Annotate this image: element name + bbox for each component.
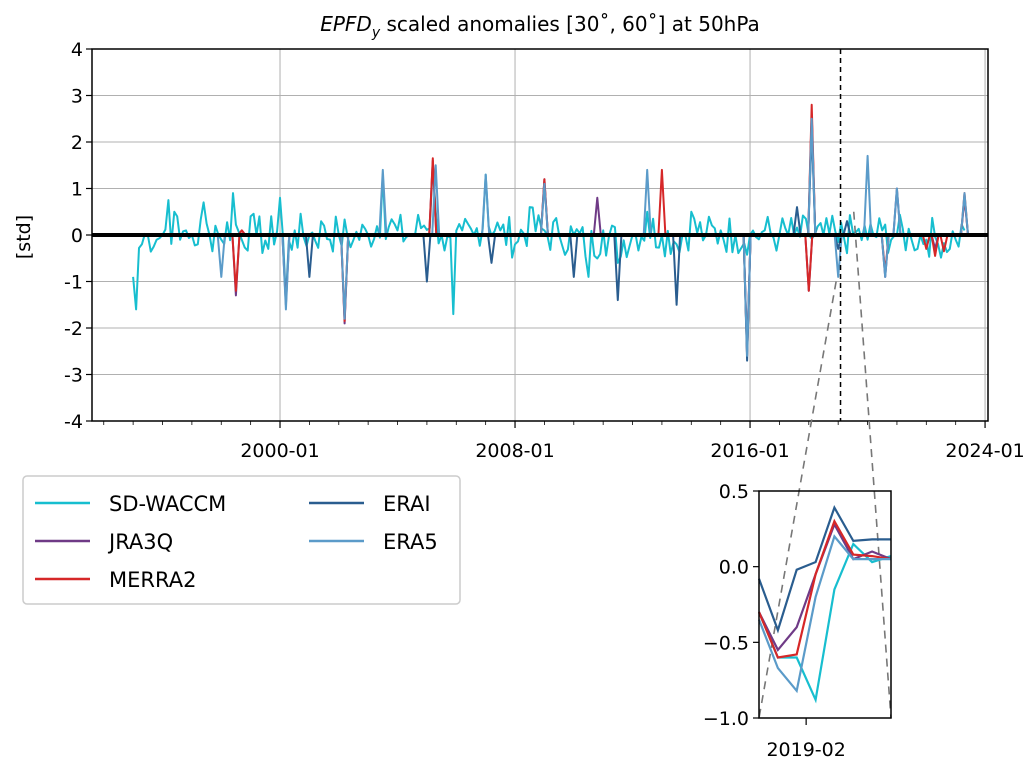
zoom-connector-right — [852, 211, 892, 719]
legend-label-erai: ERAI — [383, 492, 431, 516]
title-subscript: y — [371, 25, 381, 41]
main-axis-ticks: 4 3 2 1 0 -1 -2 -3 -4 2000-01 2008-01 2016-01 2024-0… — [64, 39, 1025, 462]
x-tick-label: 2008-01 — [475, 440, 554, 462]
legend-label-merra2: MERRA2 — [109, 568, 196, 592]
title-main: EPFD — [320, 12, 372, 36]
inset-line-merra2 — [757, 518, 892, 659]
inset-series-group — [757, 504, 892, 704]
y-tick-label: -1 — [64, 272, 83, 294]
inset-frame — [758, 490, 892, 719]
title-rest: scaled anomalies [30˚, 60˚] at 50hPa — [380, 12, 760, 36]
inset-line-era5 — [757, 534, 891, 694]
legend: SD-WACCM JRA3Q MERRA2 ERAI ERA5 — [22, 475, 461, 605]
y-tick-label: -4 — [64, 411, 83, 433]
y-tick-label: -3 — [64, 365, 83, 387]
inset-line-jra3q — [758, 521, 892, 652]
inset-y-tick-label: −0.5 — [703, 632, 749, 654]
inset-y-tick-label: −1.0 — [703, 708, 749, 730]
inset-y-tick-label: 0.0 — [719, 557, 749, 579]
inset-line-erai — [757, 504, 891, 634]
series-line-sd-waccm — [132, 164, 966, 316]
main-series-group — [132, 103, 969, 362]
y-tick-label: 0 — [71, 225, 83, 247]
inset-x-tick-label: 2019-02 — [766, 739, 845, 761]
inset-y-tick-label: 0.5 — [719, 481, 749, 503]
y-tick-label: 1 — [71, 179, 83, 201]
x-tick-label: 2016-01 — [710, 440, 789, 462]
legend-box — [22, 475, 461, 605]
series-line-era5 — [216, 117, 969, 357]
y-axis-label: [std] — [13, 215, 35, 259]
y-tick-label: 2 — [71, 132, 83, 154]
series-line-erai — [304, 127, 872, 362]
y-tick-label: 4 — [71, 39, 83, 61]
chart-title: EPFDy scaled anomalies [30˚, 60˚] at 50h… — [320, 12, 760, 41]
inset-axis-ticks: 0.5 0.0 −0.5 −1.0 — [703, 481, 807, 730]
x-tick-label: 2024-01 — [945, 440, 1024, 462]
x-tick-label: 2000-01 — [240, 440, 319, 462]
legend-label-sd-waccm: SD-WACCM — [109, 492, 226, 516]
legend-label-era5: ERA5 — [383, 530, 438, 554]
y-tick-label: 3 — [71, 86, 83, 108]
y-tick-label: -2 — [64, 318, 83, 340]
legend-label-jra3q: JRA3Q — [107, 530, 173, 554]
